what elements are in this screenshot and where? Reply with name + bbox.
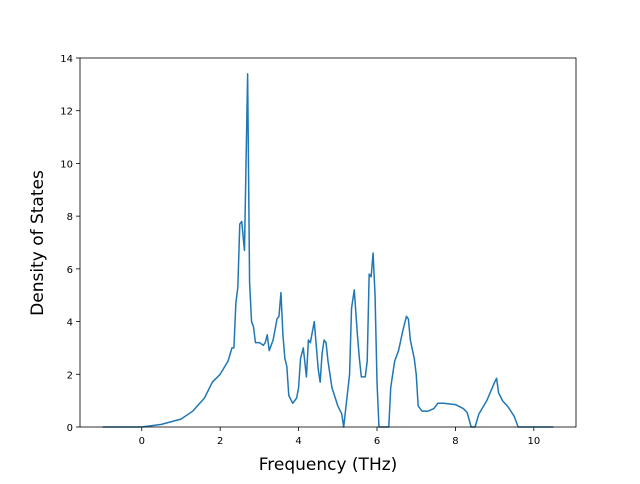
plot-frame (79, 57, 577, 428)
x-tick-label: 8 (452, 436, 458, 447)
x-tick-label: 4 (295, 436, 301, 447)
y-tick-label: 10 (60, 159, 73, 170)
x-axis-label: Frequency (THz) (259, 455, 398, 475)
x-tick-label: 0 (139, 436, 145, 447)
y-tick-label: 6 (67, 265, 73, 276)
y-tick-label: 8 (67, 212, 73, 223)
y-tick-label: 12 (60, 107, 73, 118)
y-tick-label: 0 (67, 423, 73, 434)
series-line (102, 73, 554, 428)
y-tick-label: 4 (67, 318, 73, 329)
x-tick-label: 10 (527, 436, 540, 447)
x-tick-label: 2 (217, 436, 223, 447)
y-tick-label: 2 (67, 370, 73, 381)
y-axis-label: Density of States (28, 170, 48, 316)
y-tick-label: 14 (60, 54, 73, 65)
x-tick-label: 6 (374, 436, 380, 447)
